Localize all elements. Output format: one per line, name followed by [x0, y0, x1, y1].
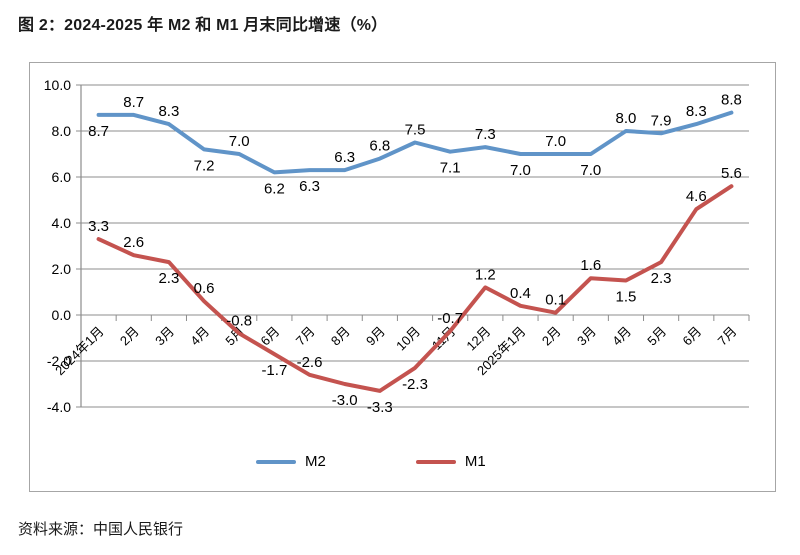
x-tick-label: 4月: [187, 324, 212, 349]
data-label: 6.3: [299, 178, 320, 195]
y-tick-label: -2.0: [47, 353, 71, 369]
chart-legend: M2 M1: [256, 453, 486, 470]
y-tick-label: 8.0: [52, 123, 72, 139]
data-label: -1.7: [261, 362, 287, 379]
x-tick-label: 9月: [363, 324, 388, 349]
chart-canvas: 10.0 8.0 6.0 4.0 2.0 0.0 -2.0 -4.0 2024年1月 2月 3月 4月…: [44, 77, 750, 416]
y-tick-label: -4.0: [47, 399, 71, 415]
y-tick-label: 6.0: [52, 169, 72, 185]
data-label: 8.8: [721, 92, 742, 109]
x-tick-label: 7月: [715, 324, 740, 349]
x-tick-label: 3月: [152, 324, 177, 349]
x-tick-label: 2024年1月: [52, 324, 107, 379]
y-tick-label: 10.0: [44, 77, 71, 93]
data-label: 6.8: [369, 138, 390, 155]
data-label: 7.0: [545, 133, 566, 150]
series-line-m2: [96, 110, 734, 175]
data-label: 0.4: [510, 285, 531, 302]
data-label: 7.2: [194, 157, 215, 174]
legend-item-m1: M1: [415, 453, 486, 470]
series-line-m1: [96, 184, 734, 393]
legend-label-m2: M2: [305, 453, 326, 470]
legend-label-m1: M1: [464, 453, 486, 470]
data-label: 7.0: [510, 162, 531, 179]
data-label: 8.7: [123, 94, 144, 111]
x-tick-label: 2月: [539, 324, 564, 349]
x-tick-label: 2月: [117, 324, 142, 349]
source-note: 资料来源：中国人民银行: [18, 521, 184, 538]
m2-line-swatch: [256, 459, 296, 464]
data-label: -0.8: [226, 312, 252, 329]
data-label: 7.5: [405, 122, 426, 139]
y-tick-label: 2.0: [52, 261, 72, 277]
data-label: 8.3: [686, 103, 707, 120]
data-label: 8.7: [88, 123, 109, 140]
x-tick-label: 5月: [644, 324, 669, 349]
legend-item-m2: M2: [256, 453, 326, 470]
data-label: -3.3: [367, 399, 393, 416]
x-tick-label: 10月: [393, 324, 423, 354]
data-label: 1.6: [580, 257, 601, 274]
data-label: -2.3: [402, 376, 428, 393]
data-label: -3.0: [332, 392, 358, 409]
data-label: 3.3: [88, 218, 109, 235]
x-tick-label: 4月: [609, 324, 634, 349]
data-label: -0.7: [437, 310, 463, 327]
data-label: 1.5: [616, 289, 637, 306]
data-label: 7.9: [651, 112, 672, 129]
data-label: 8.0: [616, 110, 637, 127]
y-tick-label: 0.0: [52, 307, 72, 323]
data-label: 7.0: [229, 133, 250, 150]
data-label: 5.6: [721, 165, 742, 182]
data-label: 8.3: [158, 103, 179, 120]
data-label: -2.6: [297, 354, 323, 371]
x-tick-label: 12月: [463, 324, 493, 354]
data-label: 2.6: [123, 234, 144, 251]
data-label: 7.0: [580, 162, 601, 179]
chart-frame: 10.0 8.0 6.0 4.0 2.0 0.0 -2.0 -4.0 2024年1月 2月 3月 4月…: [29, 62, 776, 492]
data-label: 2.3: [158, 270, 179, 287]
data-label: 0.6: [194, 280, 215, 297]
data-label: 0.1: [545, 292, 566, 309]
x-tick-label: 7月: [293, 324, 318, 349]
data-label: 2.3: [651, 270, 672, 287]
chart-title: 图 2：2024-2025 年 M2 和 M1 月末同比增速（%）: [18, 17, 388, 34]
data-label: 6.3: [334, 149, 355, 166]
data-label: 6.2: [264, 180, 285, 197]
y-tick-label: 4.0: [52, 215, 72, 231]
x-tick-label: 3月: [574, 324, 599, 349]
x-tick-label: 6月: [679, 324, 704, 349]
data-label: 7.3: [475, 126, 496, 143]
x-tick-label: 8月: [328, 324, 353, 349]
data-label: 4.6: [686, 188, 707, 205]
data-label: 1.2: [475, 266, 496, 283]
m1-line-swatch: [415, 459, 456, 464]
data-label: 7.1: [440, 160, 461, 177]
